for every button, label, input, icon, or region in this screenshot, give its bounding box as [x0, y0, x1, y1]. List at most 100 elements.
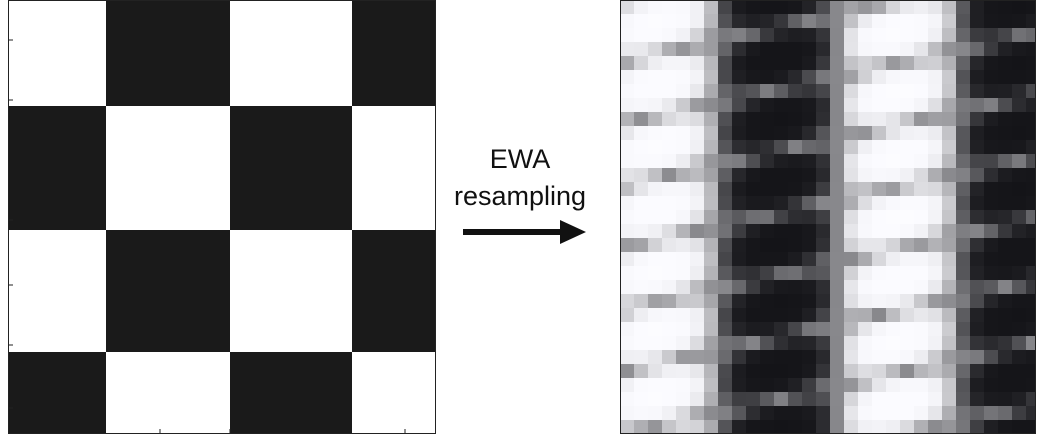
- pixel: [830, 28, 844, 42]
- pixel: [676, 322, 690, 336]
- pixel: [746, 42, 760, 56]
- pixel: [844, 238, 858, 252]
- pixel: [830, 252, 844, 266]
- pixel: [928, 420, 942, 434]
- pixel: [844, 56, 858, 70]
- pixel: [732, 168, 746, 182]
- pixel: [914, 350, 928, 364]
- pixel: [1026, 266, 1036, 280]
- pixel: [858, 154, 872, 168]
- pixel: [648, 322, 662, 336]
- pixel: [928, 98, 942, 112]
- pixel: [1012, 14, 1026, 28]
- pixel: [914, 14, 928, 28]
- pixel: [690, 336, 704, 350]
- pixel: [956, 322, 970, 336]
- pixel: [676, 154, 690, 168]
- pixel: [704, 392, 718, 406]
- pixel: [928, 238, 942, 252]
- pixel: [620, 378, 634, 392]
- pixel: [662, 420, 676, 434]
- pixel: [830, 56, 844, 70]
- pixel: [956, 70, 970, 84]
- pixel: [620, 252, 634, 266]
- pixel: [858, 168, 872, 182]
- pixel: [676, 336, 690, 350]
- pixel: [900, 294, 914, 308]
- pixel: [662, 378, 676, 392]
- pixel: [732, 70, 746, 84]
- pixel: [858, 140, 872, 154]
- pixel: [970, 84, 984, 98]
- pixel: [718, 126, 732, 140]
- pixel: [690, 238, 704, 252]
- pixel: [788, 70, 802, 84]
- pixel: [746, 140, 760, 154]
- pixel: [802, 252, 816, 266]
- pixel: [1012, 336, 1026, 350]
- pixel: [718, 406, 732, 420]
- pixel: [718, 224, 732, 238]
- pixel: [816, 238, 830, 252]
- pixel: [816, 196, 830, 210]
- pixel: [690, 420, 704, 434]
- pixel: [802, 210, 816, 224]
- pixel: [662, 56, 676, 70]
- pixel: [928, 364, 942, 378]
- pixel: [1026, 28, 1036, 42]
- pixel: [662, 126, 676, 140]
- pixel: [718, 154, 732, 168]
- pixel: [886, 224, 900, 238]
- pixel: [788, 378, 802, 392]
- pixel: [816, 252, 830, 266]
- pixel: [928, 168, 942, 182]
- pixel: [760, 364, 774, 378]
- pixel: [774, 280, 788, 294]
- pixel: [830, 266, 844, 280]
- pixel: [788, 182, 802, 196]
- pixel: [998, 210, 1012, 224]
- pixel: [662, 28, 676, 42]
- pixel: [802, 378, 816, 392]
- pixel: [760, 378, 774, 392]
- pixel: [788, 126, 802, 140]
- pixel: [886, 252, 900, 266]
- pixel: [984, 392, 998, 406]
- pixel: [844, 322, 858, 336]
- pixel: [914, 84, 928, 98]
- pixel: [914, 420, 928, 434]
- pixel: [620, 224, 634, 238]
- pixel: [886, 168, 900, 182]
- pixel: [914, 224, 928, 238]
- pixel: [704, 350, 718, 364]
- pixel: [1012, 210, 1026, 224]
- pixel: [690, 364, 704, 378]
- pixel: [970, 420, 984, 434]
- pixel: [718, 28, 732, 42]
- pixel: [704, 14, 718, 28]
- pixel: [872, 112, 886, 126]
- pixel: [774, 112, 788, 126]
- pixel: [970, 392, 984, 406]
- pixel: [634, 308, 648, 322]
- pixel: [956, 266, 970, 280]
- pixel: [620, 154, 634, 168]
- pixel: [676, 308, 690, 322]
- pixel: [970, 42, 984, 56]
- pixel: [844, 98, 858, 112]
- pixel: [858, 182, 872, 196]
- pixel: [676, 252, 690, 266]
- pixel: [746, 336, 760, 350]
- pixel: [914, 336, 928, 350]
- pixel: [620, 350, 634, 364]
- pixel: [718, 266, 732, 280]
- pixel: [844, 70, 858, 84]
- pixel: [802, 28, 816, 42]
- pixel: [788, 196, 802, 210]
- pixel: [718, 420, 732, 434]
- pixel: [928, 154, 942, 168]
- pixel: [746, 126, 760, 140]
- pixel: [676, 56, 690, 70]
- pixel: [970, 308, 984, 322]
- pixel: [788, 322, 802, 336]
